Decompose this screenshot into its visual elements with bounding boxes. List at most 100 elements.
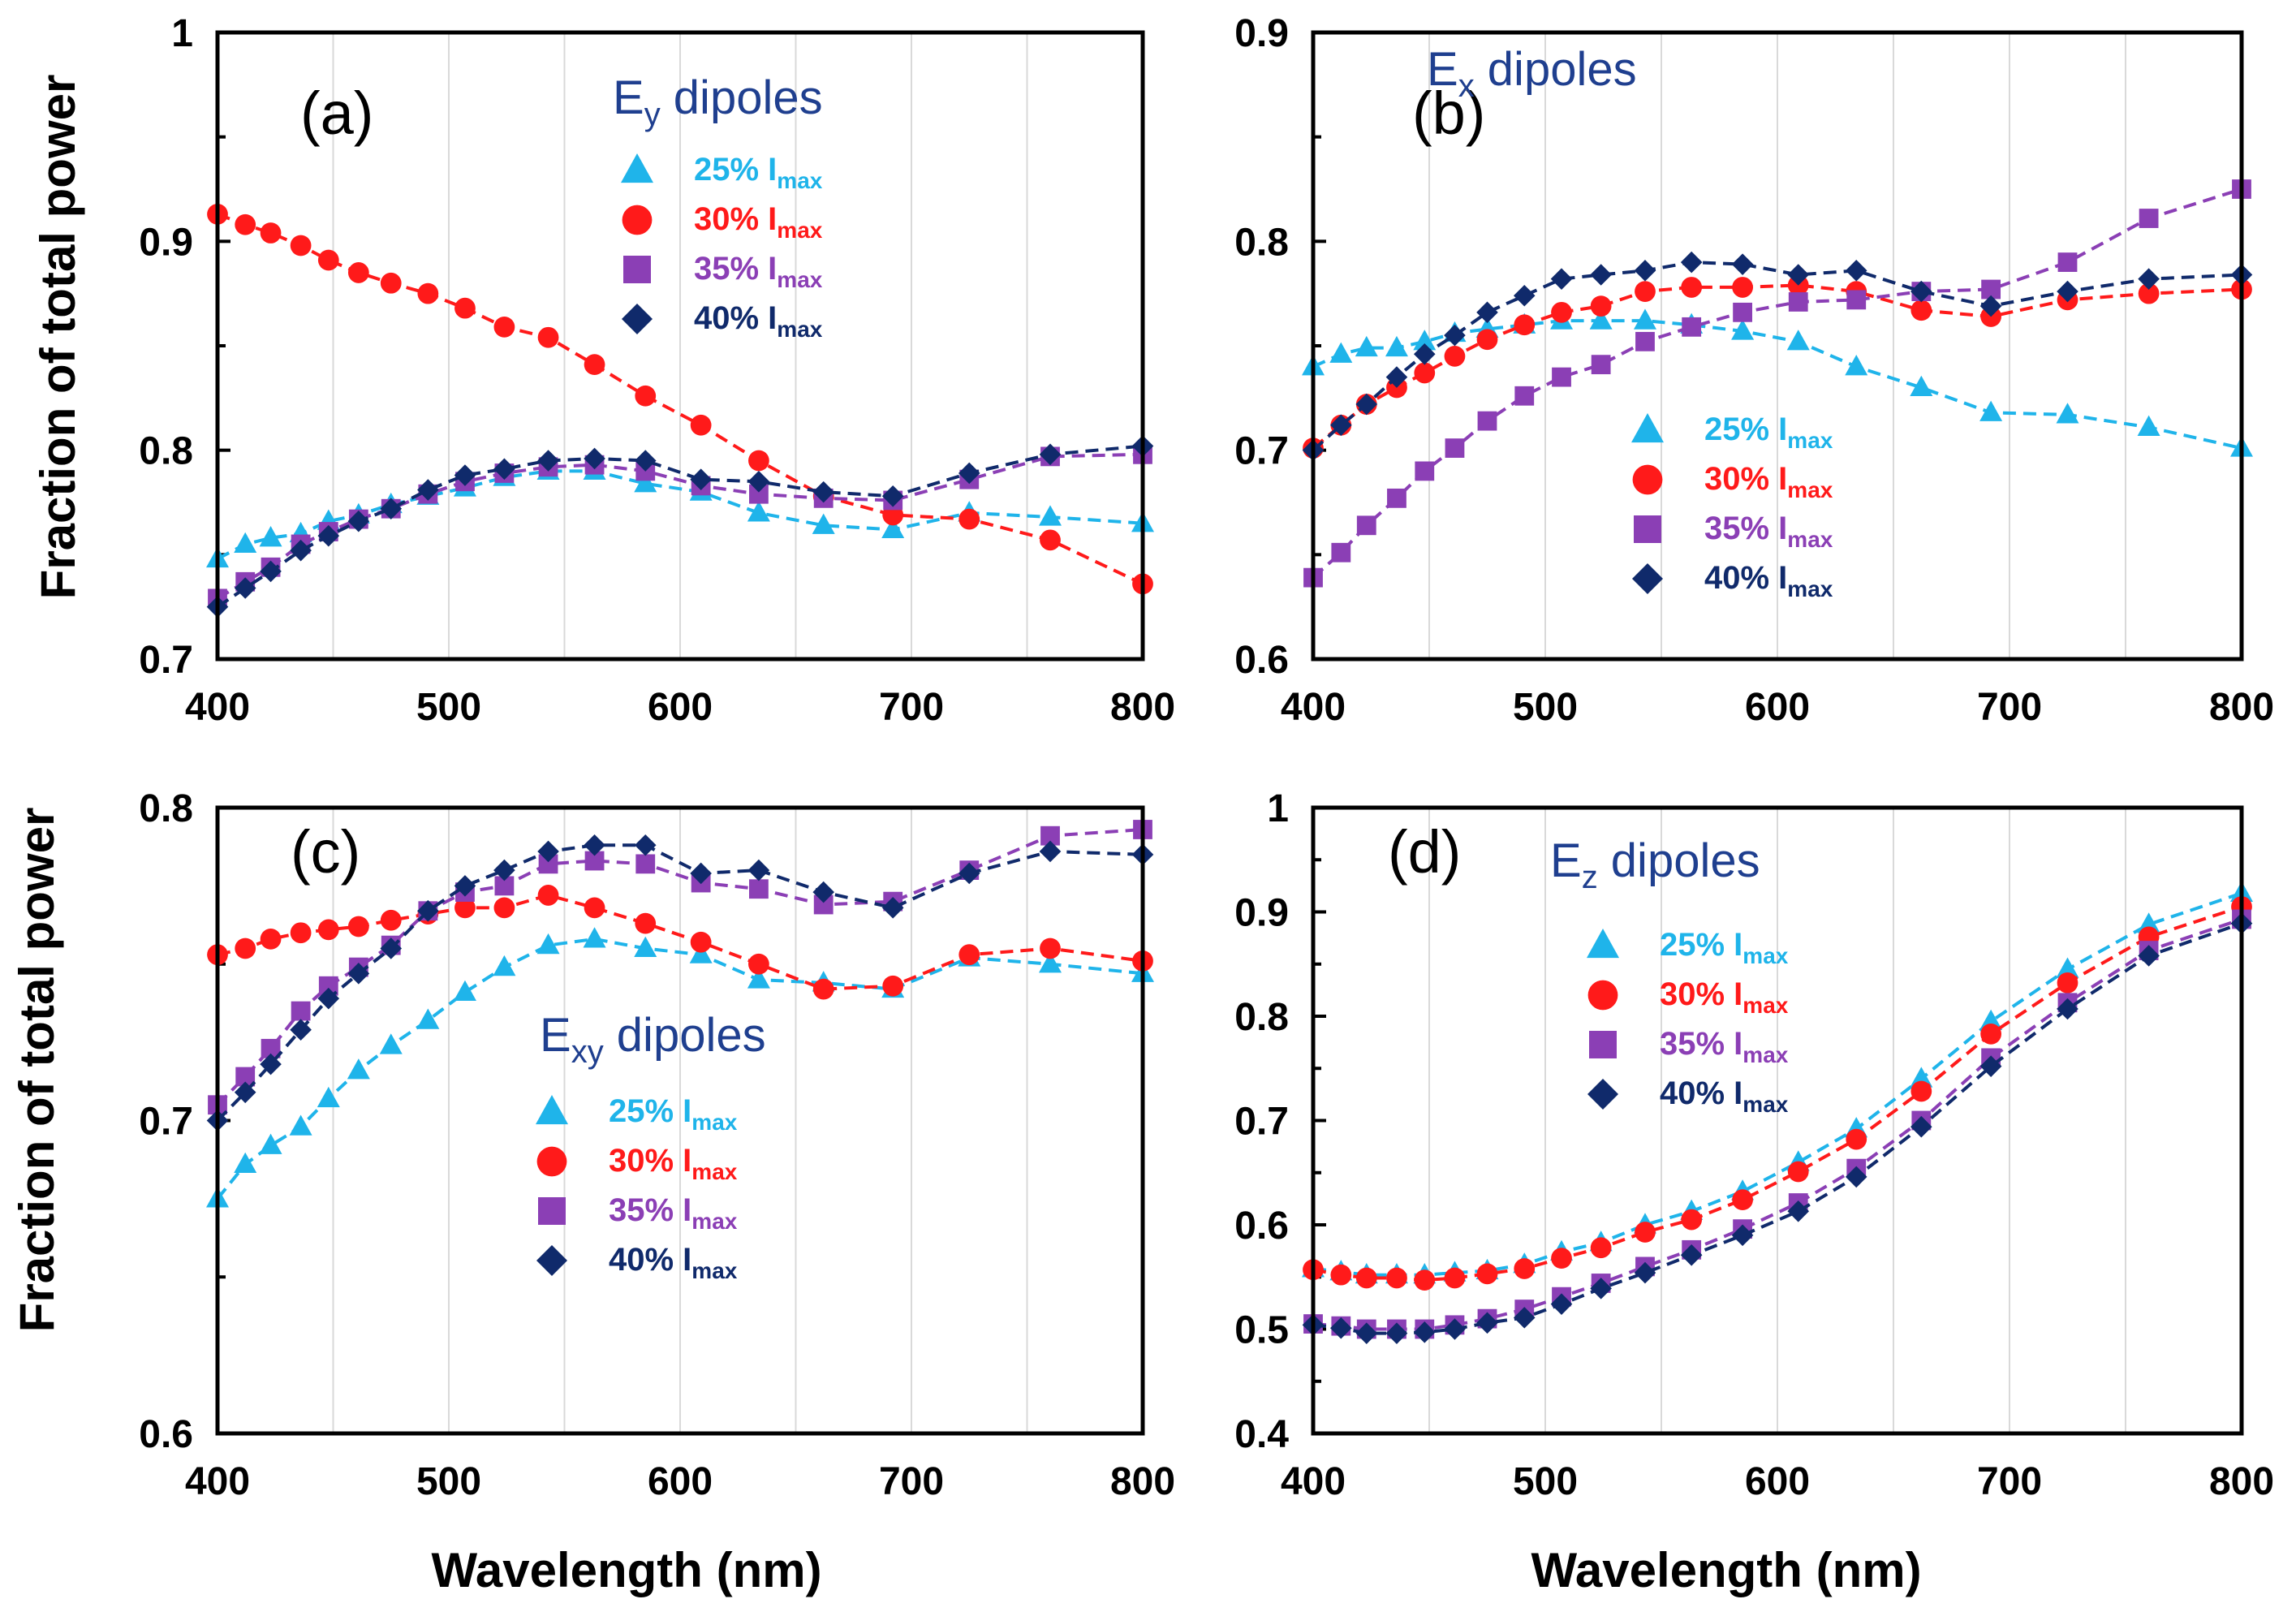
series-line-3 bbox=[1312, 261, 2242, 452]
data-point bbox=[1634, 1261, 1656, 1284]
legend-marker bbox=[536, 1245, 567, 1276]
data-point bbox=[747, 968, 770, 989]
data-point bbox=[380, 272, 402, 294]
data-point bbox=[958, 944, 980, 966]
legend-marker bbox=[622, 304, 653, 334]
data-point bbox=[1680, 251, 1703, 274]
data-point bbox=[317, 919, 339, 941]
data-point bbox=[261, 1038, 281, 1058]
y-tick-label: 0.9 bbox=[139, 221, 193, 264]
data-point bbox=[1787, 264, 1810, 286]
panel-title: Ex dipoles bbox=[1427, 43, 1637, 104]
data-point bbox=[260, 560, 282, 583]
data-point bbox=[634, 834, 657, 856]
data-point bbox=[347, 510, 370, 532]
data-point bbox=[454, 464, 476, 486]
data-point bbox=[1732, 277, 1753, 298]
legend-label: 40% Imax bbox=[1660, 1075, 1789, 1117]
data-point bbox=[259, 526, 282, 547]
data-point bbox=[260, 1053, 282, 1075]
data-point bbox=[1786, 330, 1810, 351]
data-point bbox=[1979, 1055, 2002, 1077]
data-point bbox=[1476, 329, 1498, 351]
data-point bbox=[538, 854, 558, 874]
legend-marker bbox=[623, 256, 651, 283]
data-point bbox=[634, 472, 657, 493]
data-point bbox=[380, 937, 403, 959]
legend-label: 25% Imax bbox=[1660, 927, 1789, 968]
data-point bbox=[1731, 1224, 1754, 1247]
data-point bbox=[2057, 280, 2078, 303]
data-point bbox=[2057, 252, 2078, 272]
legend-marker bbox=[1587, 929, 1619, 959]
data-point bbox=[584, 447, 605, 470]
data-point bbox=[1385, 366, 1408, 388]
data-point bbox=[881, 485, 904, 507]
data-point bbox=[1444, 1267, 1466, 1289]
y-tick-label: 0.7 bbox=[1234, 430, 1289, 473]
legend-label: 35% Imax bbox=[609, 1192, 738, 1234]
data-point bbox=[291, 1001, 311, 1021]
y-tick-label: 0.7 bbox=[139, 639, 193, 682]
data-point bbox=[2057, 998, 2078, 1020]
data-point bbox=[1731, 253, 1754, 275]
data-point bbox=[1386, 1267, 1407, 1289]
data-point bbox=[1788, 292, 1808, 312]
data-point bbox=[494, 876, 515, 896]
data-point bbox=[1845, 260, 1867, 282]
data-point bbox=[1846, 290, 1867, 310]
y-tick-label: 0.6 bbox=[1234, 639, 1289, 682]
data-point bbox=[1355, 335, 1378, 357]
legend-label: 35% Imax bbox=[1704, 511, 1833, 552]
x-tick-label: 800 bbox=[2209, 1460, 2274, 1503]
plot-frame bbox=[1311, 805, 2244, 1436]
data-point bbox=[1039, 840, 1062, 863]
y-tick-label: 0.8 bbox=[139, 787, 193, 830]
series-markers-3 bbox=[1302, 251, 2253, 461]
x-tick-label: 600 bbox=[1745, 686, 1810, 729]
data-point bbox=[1681, 1209, 1703, 1231]
data-point bbox=[1356, 515, 1376, 536]
panel-label: (d) bbox=[1388, 818, 1461, 886]
data-point bbox=[1040, 529, 1061, 551]
data-point bbox=[882, 975, 904, 997]
data-point bbox=[1551, 1248, 1572, 1269]
x-tick-label: 600 bbox=[648, 1460, 713, 1503]
x-tick-label: 800 bbox=[2209, 686, 2274, 729]
data-point bbox=[1330, 1264, 1352, 1286]
series-markers-1 bbox=[207, 885, 1153, 1000]
legend-marker bbox=[621, 153, 653, 183]
data-point bbox=[417, 899, 439, 922]
data-point bbox=[1476, 1263, 1498, 1285]
legend-label: 35% Imax bbox=[1660, 1026, 1789, 1067]
data-point bbox=[635, 854, 656, 874]
data-point bbox=[289, 1114, 312, 1136]
data-point bbox=[1414, 1269, 1436, 1291]
data-point bbox=[317, 987, 340, 1010]
data-point bbox=[317, 524, 340, 547]
y-tick-label: 0.7 bbox=[139, 1101, 193, 1144]
data-point bbox=[748, 450, 769, 472]
data-point bbox=[1731, 319, 1755, 340]
data-point bbox=[1476, 301, 1498, 324]
x-tick-label: 700 bbox=[1977, 1460, 2042, 1503]
data-point bbox=[1635, 1222, 1656, 1243]
data-point bbox=[748, 953, 769, 975]
x-axis-label-right: Wavelength (nm) bbox=[1531, 1543, 1921, 1597]
y-tick-label: 0.6 bbox=[1234, 1205, 1289, 1248]
data-point bbox=[1329, 342, 1353, 363]
data-point bbox=[1980, 1023, 2002, 1045]
data-point bbox=[749, 879, 769, 899]
data-point bbox=[1331, 542, 1351, 562]
y-tick-label: 0.8 bbox=[1234, 221, 1289, 264]
data-point bbox=[1414, 362, 1436, 384]
data-point bbox=[747, 470, 770, 493]
x-axis-label-left: Wavelength (nm) bbox=[431, 1543, 821, 1597]
plot-frame bbox=[215, 805, 1145, 1436]
data-point bbox=[690, 468, 712, 490]
data-point bbox=[493, 897, 515, 919]
legend-marker bbox=[536, 1095, 568, 1125]
data-point bbox=[584, 834, 605, 856]
x-tick-label: 400 bbox=[1281, 686, 1346, 729]
data-point bbox=[379, 1033, 403, 1054]
